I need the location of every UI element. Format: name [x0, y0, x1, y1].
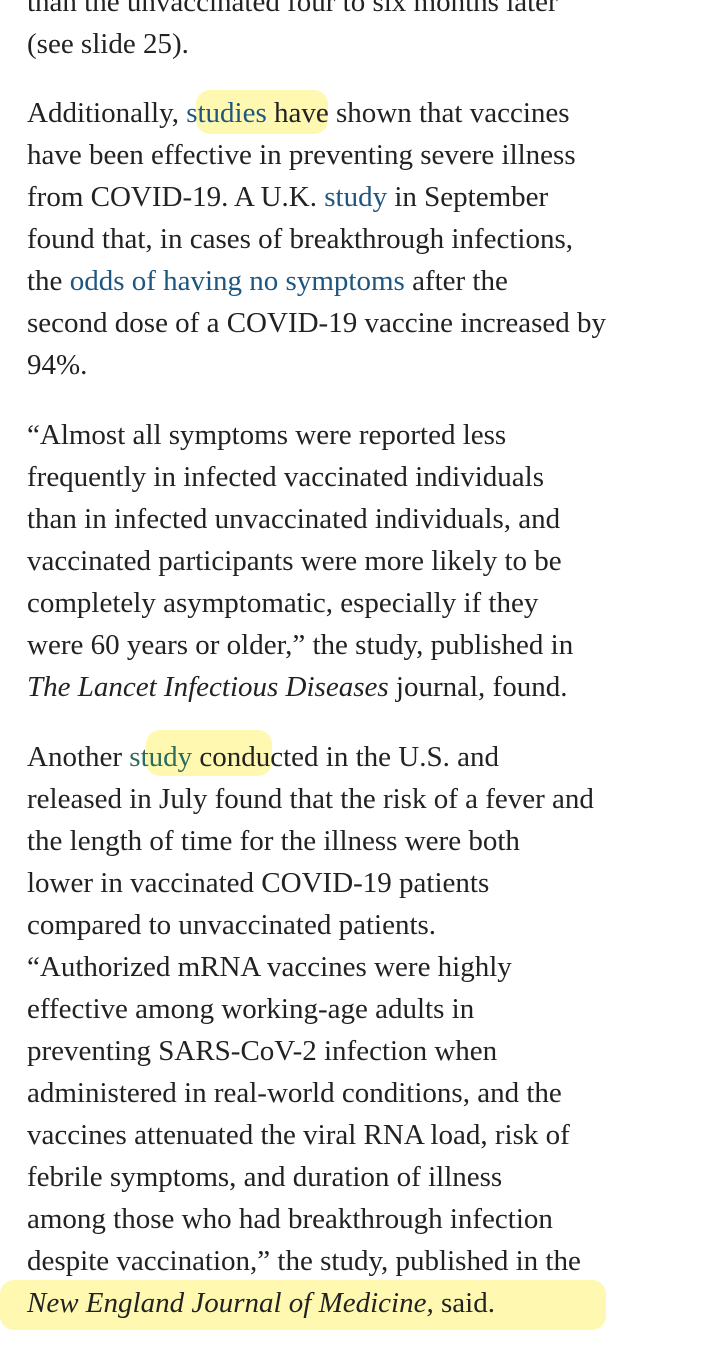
- text: were 60 years or older,” the study, publ…: [27, 629, 574, 661]
- link[interactable]: study: [324, 181, 388, 213]
- text: despite vaccination,” the study, publish…: [27, 1245, 581, 1277]
- link[interactable]: studies: [186, 97, 267, 129]
- text: lower in vaccinated COVID-19 patients: [27, 867, 490, 899]
- text: (see slide 25).: [27, 28, 189, 60]
- link[interactable]: study: [129, 741, 193, 773]
- text-line: than the unvaccinated four to six months…: [27, 0, 558, 23]
- text: among those who had breakthrough infecti…: [27, 1203, 553, 1235]
- text-line: second dose of a COVID-19 vaccine increa…: [27, 302, 606, 344]
- text: journal, found.: [388, 671, 568, 703]
- text-line: Another study conducted in the U.S. and: [27, 736, 499, 778]
- text-line: vaccines attenuated the viral RNA load, …: [27, 1114, 570, 1156]
- text-line: than in infected unvaccinated individual…: [27, 498, 560, 540]
- highlight: [0, 1280, 606, 1330]
- text: Another: [27, 741, 130, 773]
- text-line: frequently in infected vaccinated indivi…: [27, 456, 544, 498]
- text: 94%.: [27, 349, 88, 381]
- text: vaccinated participants were more likely…: [27, 545, 562, 577]
- text: said.: [433, 1287, 495, 1319]
- text: “Authorized mRNA vaccines were highly: [27, 951, 512, 983]
- text-line: “Authorized mRNA vaccines were highly: [27, 946, 512, 988]
- text: febrile symptoms, and duration of illnes…: [27, 1161, 503, 1193]
- text: in September: [387, 181, 549, 213]
- text-line: found that, in cases of breakthrough inf…: [27, 218, 573, 260]
- text: have been effective in preventing severe…: [27, 139, 576, 171]
- text-line: effective among working-age adults in: [27, 988, 474, 1030]
- text-line: compared to unvaccinated patients.: [27, 904, 436, 946]
- text-line: have been effective in preventing severe…: [27, 134, 576, 176]
- text-line: lower in vaccinated COVID-19 patients: [27, 862, 489, 904]
- text: vaccines attenuated the viral RNA load, …: [27, 1119, 570, 1151]
- text-line: 94%.: [27, 344, 87, 386]
- text-line: vaccinated participants were more likely…: [27, 540, 562, 582]
- link[interactable]: odds of having no symptoms: [69, 265, 405, 297]
- text-line: the odds of having no symptoms after the: [27, 260, 508, 302]
- text-line: among those who had breakthrough infecti…: [27, 1198, 553, 1240]
- text: frequently in infected vaccinated indivi…: [27, 461, 544, 493]
- text: administered in real-world conditions, a…: [27, 1077, 562, 1109]
- text-line: preventing SARS-CoV-2 infection when: [27, 1030, 497, 1072]
- text-line: febrile symptoms, and duration of illnes…: [27, 1156, 502, 1198]
- text: compared to unvaccinated patients.: [27, 909, 437, 941]
- text: second dose of a COVID-19 vaccine increa…: [27, 307, 606, 339]
- text: the: [27, 265, 70, 297]
- text-line: (see slide 25).: [27, 23, 189, 65]
- text-line: administered in real-world conditions, a…: [27, 1072, 562, 1114]
- text: have shown that vaccines: [266, 97, 570, 129]
- text-line: released in July found that the risk of …: [27, 778, 594, 820]
- journal-name: New England Journal of Medicine,: [27, 1287, 434, 1319]
- text: effective among working-age adults in: [27, 993, 475, 1025]
- text: “Almost all symptoms were reported less: [27, 419, 507, 451]
- text-line: the length of time for the illness were …: [27, 820, 520, 862]
- text: Additionally,: [27, 97, 187, 129]
- text: released in July found that the risk of …: [27, 783, 594, 815]
- highlight: [196, 90, 328, 134]
- text: after the: [404, 265, 508, 297]
- text: than in infected unvaccinated individual…: [27, 503, 561, 535]
- highlight: [146, 730, 272, 776]
- text-line: Additionally, studies have shown that va…: [27, 92, 570, 134]
- text: than the unvaccinated four to six months…: [27, 0, 558, 18]
- text-line: The Lancet Infectious Diseases journal, …: [27, 666, 567, 708]
- text-line: from COVID-19. A U.K. study in September: [27, 176, 548, 218]
- text-line: completely asymptomatic, especially if t…: [27, 582, 538, 624]
- text: from COVID-19. A U.K.: [27, 181, 325, 213]
- text-line: New England Journal of Medicine, said.: [27, 1282, 495, 1324]
- text-line: despite vaccination,” the study, publish…: [27, 1240, 581, 1282]
- text: completely asymptomatic, especially if t…: [27, 587, 539, 619]
- journal-name: The Lancet Infectious Diseases: [27, 671, 389, 703]
- text: found that, in cases of breakthrough inf…: [27, 223, 574, 255]
- text: conducted in the U.S. and: [192, 741, 499, 773]
- text: preventing SARS-CoV-2 infection when: [27, 1035, 498, 1067]
- text: the length of time for the illness were …: [27, 825, 520, 857]
- text-line: were 60 years or older,” the study, publ…: [27, 624, 573, 666]
- text-line: “Almost all symptoms were reported less: [27, 414, 506, 456]
